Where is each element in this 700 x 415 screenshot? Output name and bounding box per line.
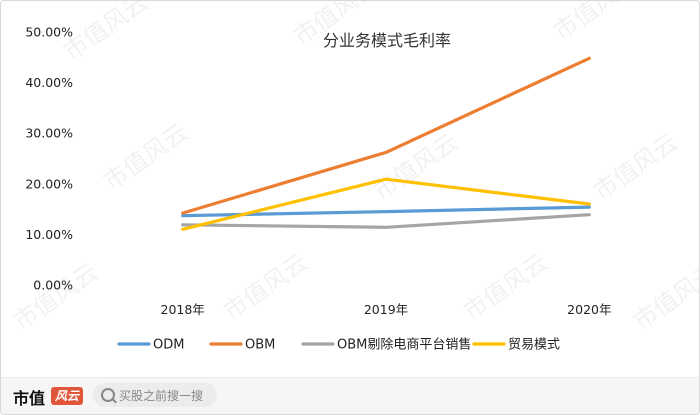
y-tick-label: 10.00% bbox=[25, 227, 73, 242]
x-tick-label: 2020年 bbox=[567, 302, 611, 317]
series-line bbox=[181, 56, 591, 215]
y-tick-label: 50.00% bbox=[25, 25, 73, 40]
legend-label: ODM bbox=[153, 338, 184, 353]
search-placeholder: 买股之前搜一搜 bbox=[119, 389, 204, 403]
watermark-text: 市值风云 bbox=[8, 258, 103, 336]
series-line bbox=[181, 177, 591, 231]
y-tick-label: 0.00% bbox=[33, 278, 73, 293]
legend-label: 贸易模式 bbox=[508, 338, 560, 353]
search-box[interactable]: 买股之前搜一搜 bbox=[93, 383, 217, 407]
watermark-text: 市值风云 bbox=[458, 248, 553, 326]
footer-bar: 市值 风云 买股之前搜一搜 bbox=[1, 377, 699, 414]
y-tick-label: 30.00% bbox=[25, 126, 73, 141]
x-tick-label: 2019年 bbox=[364, 302, 408, 317]
watermark-text: 市值风云 bbox=[588, 128, 683, 206]
legend-label: OBM bbox=[245, 338, 275, 353]
chart-title: 分业务模式毛利率 bbox=[323, 31, 451, 50]
y-tick-label: 40.00% bbox=[25, 75, 73, 90]
x-tick-label: 2018年 bbox=[161, 302, 205, 317]
series-line bbox=[181, 213, 591, 229]
search-icon bbox=[101, 388, 115, 402]
brand-name: 市值 bbox=[13, 389, 46, 408]
watermark-text: 市值风云 bbox=[98, 118, 193, 196]
y-tick-label: 20.00% bbox=[25, 176, 73, 191]
watermark-text: 市值风云 bbox=[218, 248, 313, 326]
series-line bbox=[181, 205, 591, 218]
legend-label: OBM剔除电商平台销售 bbox=[337, 337, 471, 353]
watermark-text: 市值风云 bbox=[628, 258, 699, 336]
watermark-text: 市值风云 bbox=[548, 1, 643, 46]
brand-logo: 风云 bbox=[51, 387, 83, 405]
